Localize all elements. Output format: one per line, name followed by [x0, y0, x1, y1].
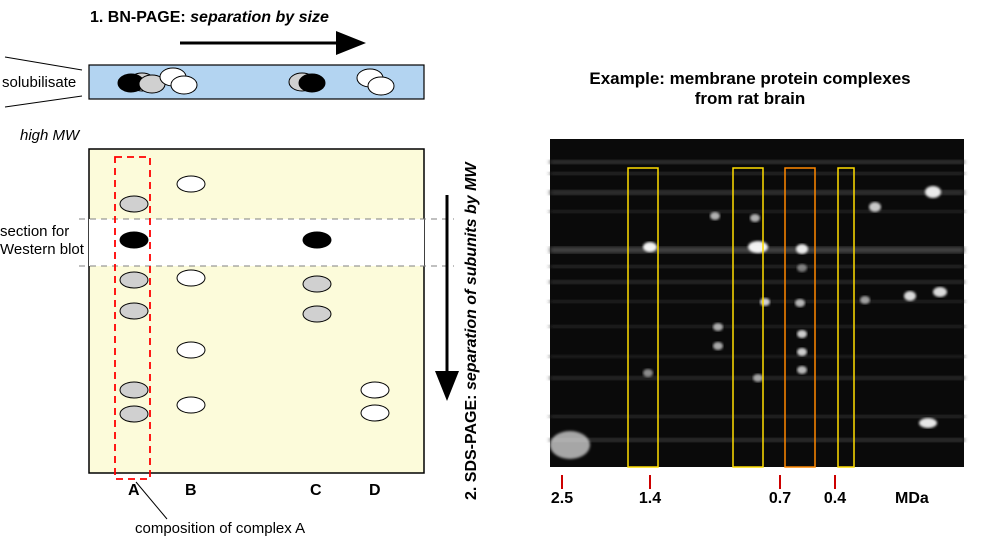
svg-text:D: D [369, 482, 381, 499]
svg-text:0.4: 0.4 [824, 490, 846, 507]
svg-text:1.4: 1.4 [639, 490, 661, 507]
svg-text:solubilisate: solubilisate [2, 74, 76, 91]
svg-text:MDa: MDa [895, 490, 929, 507]
svg-text:Example: membrane protein comp: Example: membrane protein complexes [589, 69, 910, 88]
svg-text:section for: section for [0, 223, 69, 240]
svg-text:2.5: 2.5 [551, 490, 573, 507]
svg-text:from rat brain: from rat brain [695, 89, 806, 108]
svg-text:high MW: high MW [20, 127, 81, 144]
svg-text:1. BN-PAGE: separation by size: 1. BN-PAGE: separation by size [90, 9, 329, 26]
svg-text:2. SDS-PAGE: separation of sub: 2. SDS-PAGE: separation of subunits by M… [463, 161, 480, 500]
gel-photo [550, 139, 964, 467]
svg-text:composition of complex A: composition of complex A [135, 520, 305, 537]
svg-text:C: C [310, 482, 322, 499]
diagram-canvas: 1. BN-PAGE: separation by size solubilisa… [0, 0, 1000, 547]
svg-text:Western blot: Western blot [0, 241, 85, 258]
svg-text:B: B [185, 482, 197, 499]
svg-text:0.7: 0.7 [769, 490, 791, 507]
